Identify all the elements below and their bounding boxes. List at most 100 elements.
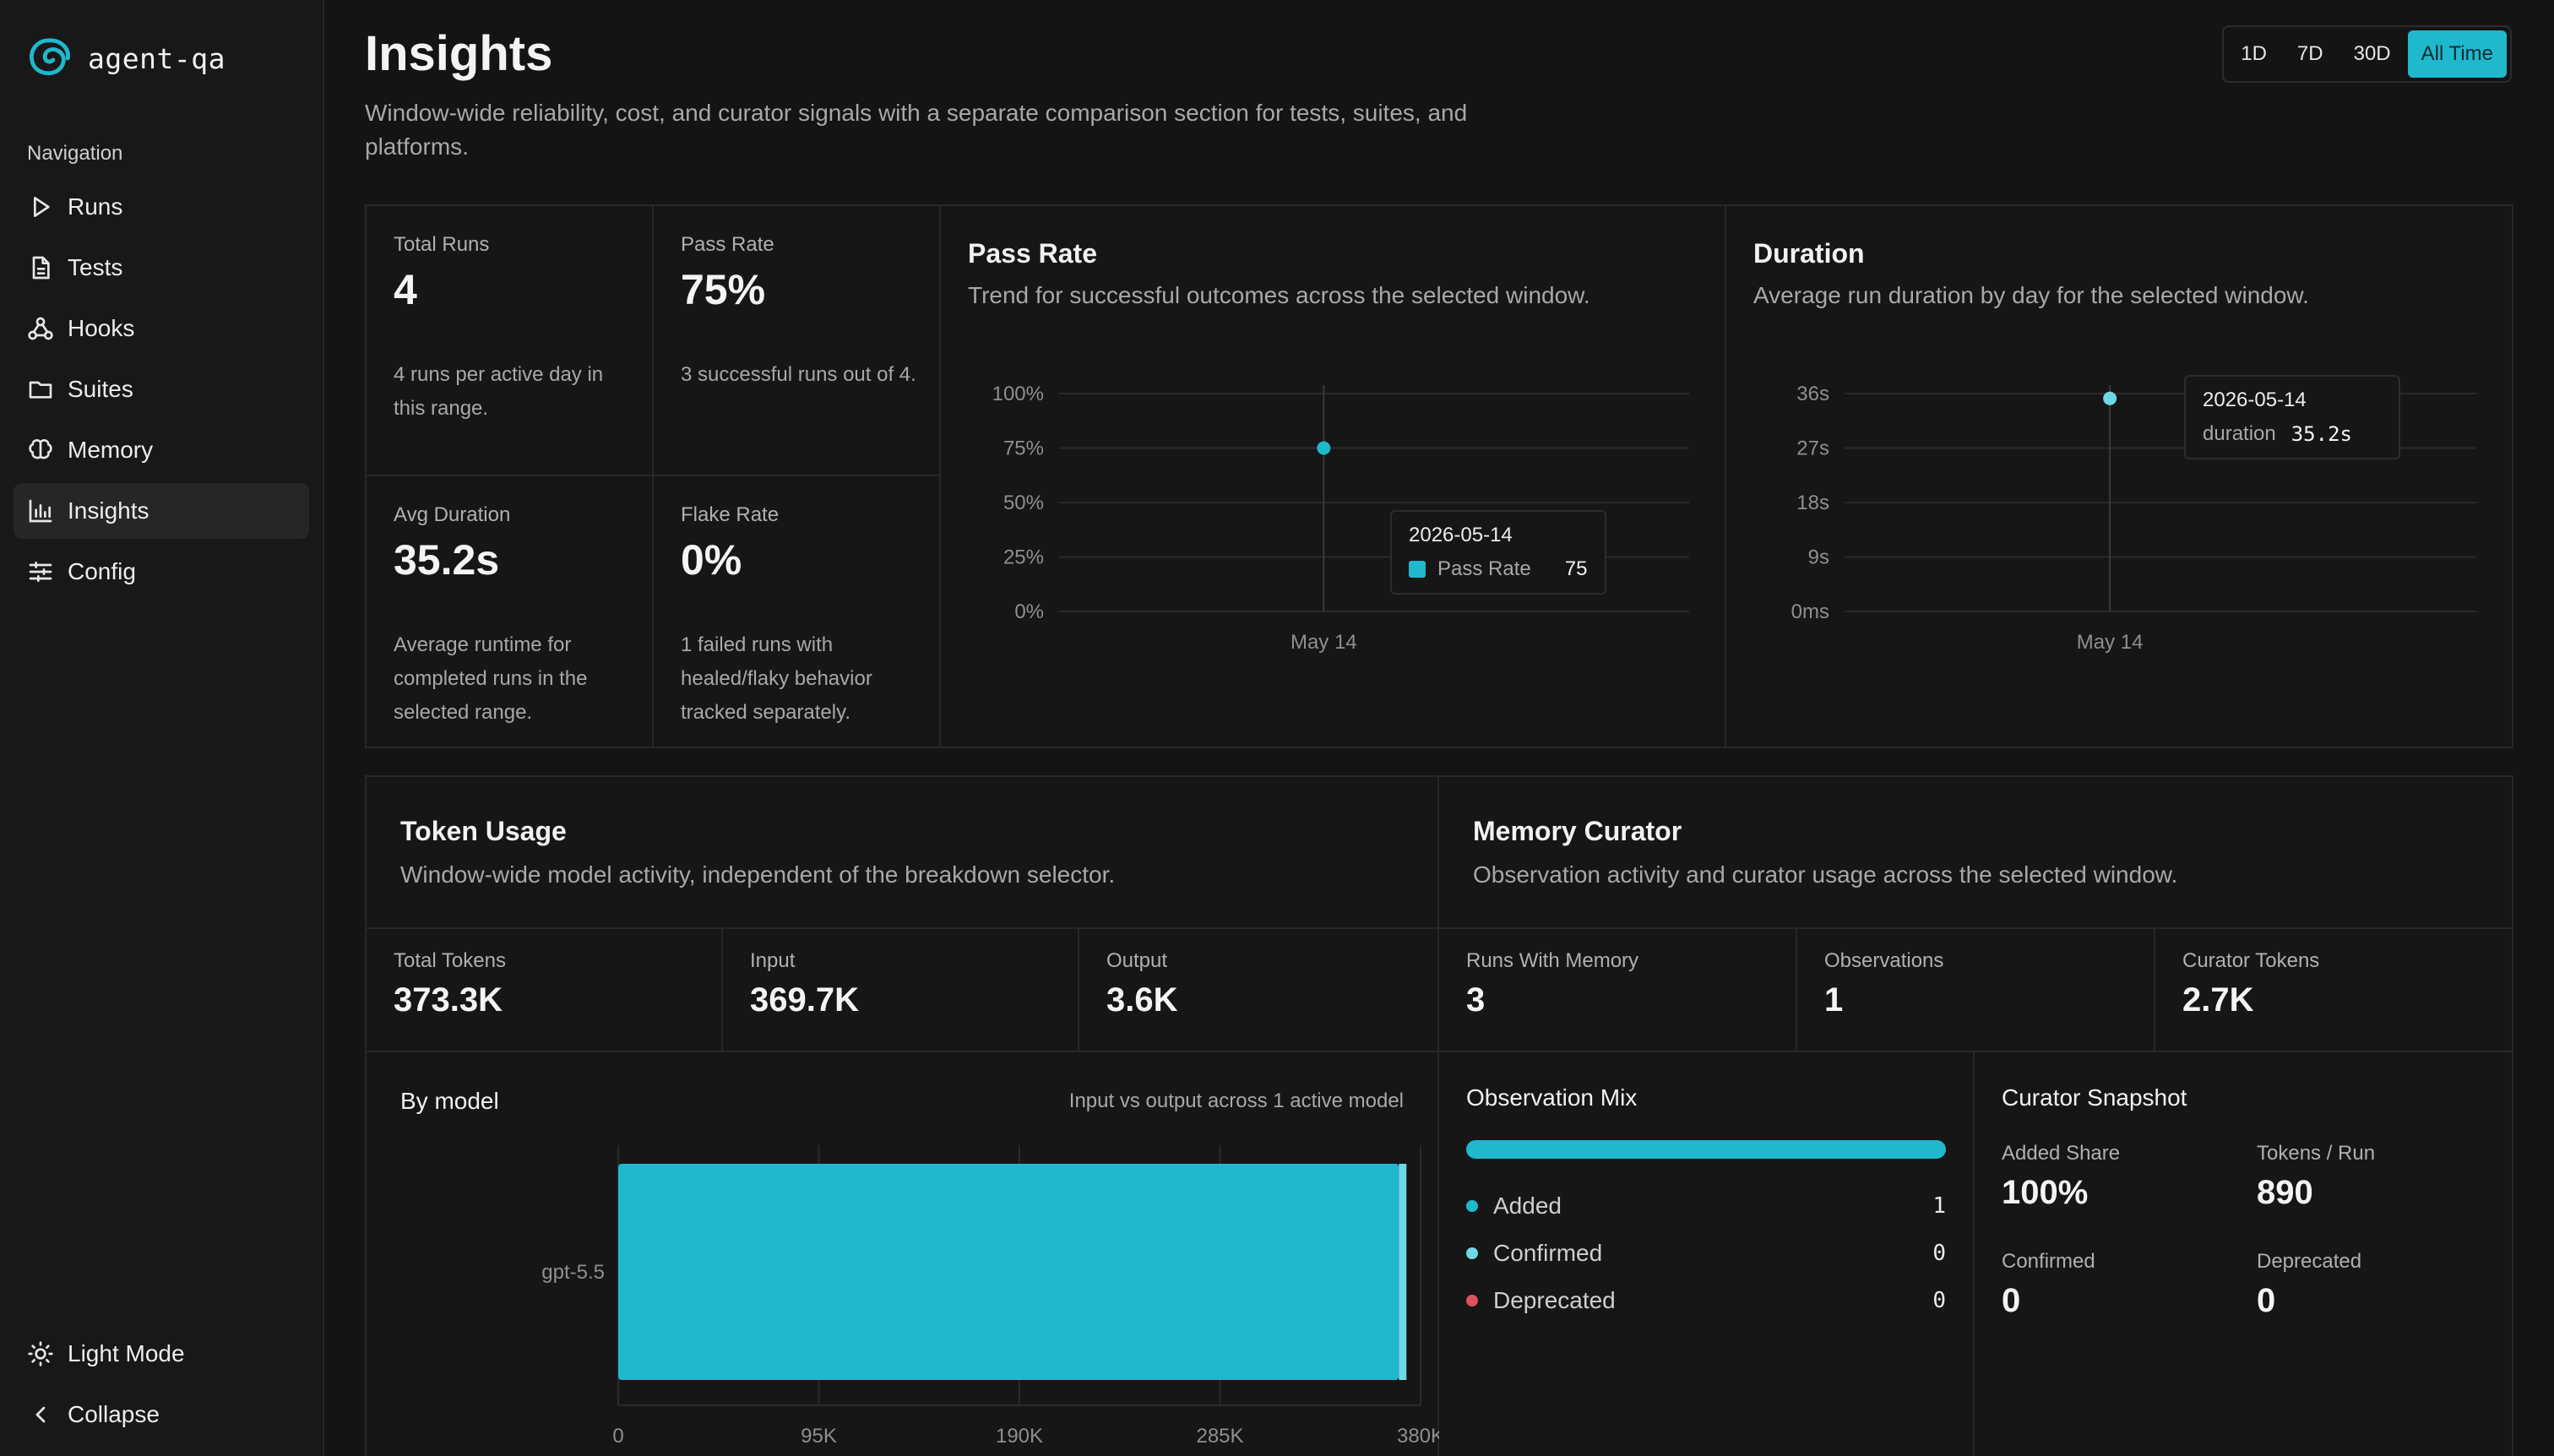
observation-label: Deprecated — [1493, 1287, 1616, 1313]
collapse-sidebar-button[interactable]: Collapse — [14, 1387, 309, 1442]
duration-chart-subtitle: Average run duration by day for the sele… — [1753, 282, 2309, 308]
x-tick-label: 380K — [1397, 1425, 1439, 1448]
y-tick-label: 100% — [992, 383, 1044, 405]
observation-row-added: Added 1 — [1466, 1189, 1946, 1223]
pass-rate-chart-subtitle: Trend for successful outcomes across the… — [968, 282, 1590, 308]
swirl-logo-icon — [30, 38, 70, 76]
stat-label: Pass Rate — [681, 233, 774, 256]
tooltip-date: 2026-05-14 — [1409, 524, 1513, 546]
stat-label: Total Runs — [394, 233, 490, 256]
observation-count: 0 — [1932, 1241, 1946, 1266]
x-tick-label: May 14 — [2077, 631, 2144, 654]
tooltip-series: Pass Rate — [1437, 557, 1531, 580]
deprecated-value: 0 — [2257, 1282, 2276, 1319]
bar-segment — [1399, 1164, 1407, 1380]
kpi-output-tokens: Output 3.6K — [1079, 929, 1439, 1052]
sidebar-item-label: Hooks — [68, 315, 135, 341]
stat-note: 1 failed runs with healed/flaky behavior… — [681, 633, 872, 724]
sidebar-nav: Runs Tests Hooks Suites Memory Insights — [14, 179, 309, 605]
y-tick-label: 0ms — [1791, 600, 1829, 623]
deprecated-dot-icon — [1466, 1295, 1478, 1307]
pass-rate-tooltip: 2026-05-14 Pass Rate 75 — [1390, 510, 1606, 595]
added-share-label: Added Share — [2002, 1142, 2121, 1165]
kpi-runs-with-memory: Runs With Memory 3 — [1439, 929, 1797, 1052]
duration-chart-card: Duration Average run duration by day for… — [1726, 206, 2513, 748]
nav-heading: Navigation — [27, 142, 123, 165]
folder-icon — [29, 381, 52, 399]
sidebar: agent-qa Navigation Runs Tests Hooks Sui… — [0, 0, 324, 1456]
sidebar-item-config[interactable]: Config — [14, 544, 309, 600]
kpi-value: 373.3K — [394, 981, 503, 1019]
stat-value: 4 — [394, 266, 417, 313]
duration-chart-title: Duration — [1753, 238, 1865, 269]
sidebar-item-hooks[interactable]: Hooks — [14, 301, 309, 356]
stat-value: 75% — [681, 266, 766, 313]
kpi-label: Total Tokens — [394, 949, 506, 972]
by-model-chart[interactable]: 0 95K 190K 285K 380K gpt-5.5 — [367, 1120, 1439, 1456]
memory-curator-subtitle: Observation activity and curator usage a… — [1473, 861, 2178, 888]
curator-snapshot-title: Curator Snapshot — [2002, 1084, 2187, 1111]
kpi-label: Input — [750, 949, 796, 972]
kpi-label: Runs With Memory — [1466, 949, 1639, 972]
sidebar-item-label: Tests — [68, 254, 123, 280]
x-tick-label: 0 — [612, 1425, 623, 1448]
confirmed-label: Confirmed — [2002, 1250, 2095, 1273]
confirmed-dot-icon — [1466, 1247, 1478, 1259]
pass-rate-chart-card: Pass Rate Trend for successful outcomes … — [941, 206, 1726, 748]
x-tick-label: May 14 — [1291, 631, 1357, 654]
sidebar-item-insights[interactable]: Insights — [14, 483, 309, 539]
sidebar-item-suites[interactable]: Suites — [14, 361, 309, 417]
by-model-title: By model — [400, 1088, 499, 1114]
y-tick-label: 36s — [1796, 383, 1829, 405]
kpi-value: 2.7K — [2182, 981, 2254, 1019]
app-logo[interactable]: agent-qa — [25, 34, 226, 83]
sidebar-item-memory[interactable]: Memory — [14, 422, 309, 478]
sidebar-item-tests[interactable]: Tests — [14, 240, 309, 296]
pass-rate-chart-title: Pass Rate — [968, 238, 1097, 269]
range-1d-button[interactable]: 1D — [2241, 42, 2267, 65]
pass-rate-chart[interactable]: 0% 25% 50% 75% 100% May 14 — [941, 341, 1726, 730]
play-icon — [33, 197, 50, 217]
theme-toggle-label: Light Mode — [68, 1340, 185, 1366]
tooltip-date: 2026-05-14 — [2203, 388, 2307, 411]
added-share-value: 100% — [2002, 1174, 2089, 1211]
token-usage-title: Token Usage — [400, 816, 567, 846]
stat-flake-rate: Flake Rate 0% 1 failed runs with healed/… — [654, 476, 941, 748]
page-title: Insights — [365, 26, 553, 81]
theme-toggle-button[interactable]: Light Mode — [14, 1326, 309, 1382]
by-model-note: Input vs output across 1 active model — [1068, 1089, 1404, 1112]
kpi-label: Observations — [1824, 949, 1944, 972]
memory-curator-header: Memory Curator Observation activity and … — [1439, 777, 2513, 929]
sidebar-item-label: Config — [68, 558, 136, 584]
tokens-per-run-label: Tokens / Run — [2257, 1142, 2376, 1165]
kpi-value: 369.7K — [750, 981, 859, 1019]
collapse-label: Collapse — [68, 1401, 160, 1427]
y-tick-label: 50% — [1003, 492, 1044, 514]
sidebar-item-runs[interactable]: Runs — [14, 179, 309, 235]
curator-snapshot-card: Curator Snapshot Added Share 100% Tokens… — [1975, 1052, 2513, 1456]
range-all-time-button[interactable]: All Time — [2407, 30, 2507, 78]
x-tick-label: 95K — [801, 1425, 837, 1448]
observation-label: Confirmed — [1493, 1240, 1603, 1266]
confirmed-value: 0 — [2002, 1282, 2021, 1319]
stat-value: 0% — [681, 536, 742, 584]
chevron-left-icon — [35, 1406, 46, 1423]
time-range-selector: 1D 7D 30D All Time — [2222, 25, 2512, 83]
sidebar-item-label: Memory — [68, 437, 154, 463]
webhook-icon — [28, 317, 53, 340]
stat-label: Avg Duration — [394, 503, 511, 526]
duration-tooltip: 2026-05-14 duration 35.2s — [2184, 375, 2400, 459]
observation-mix-card: Observation Mix Added 1 Confirmed 0 Depr… — [1439, 1052, 1975, 1456]
observation-label: Added — [1493, 1193, 1562, 1219]
range-30d-button[interactable]: 30D — [2353, 42, 2391, 65]
usage-panel: Token Usage Window-wide model activity, … — [365, 775, 2513, 1456]
kpi-label: Curator Tokens — [2182, 949, 2320, 972]
y-tick-label: 27s — [1796, 437, 1829, 460]
data-point — [1317, 441, 1331, 455]
bar-segment — [618, 1164, 1399, 1380]
range-7d-button[interactable]: 7D — [2296, 42, 2323, 65]
stat-note: 4 runs per active day in this range. — [394, 363, 604, 420]
stat-pass-rate: Pass Rate 75% 3 successful runs out of 4… — [654, 206, 941, 476]
page-subtitle: Window-wide reliability, cost, and curat… — [365, 100, 1468, 160]
